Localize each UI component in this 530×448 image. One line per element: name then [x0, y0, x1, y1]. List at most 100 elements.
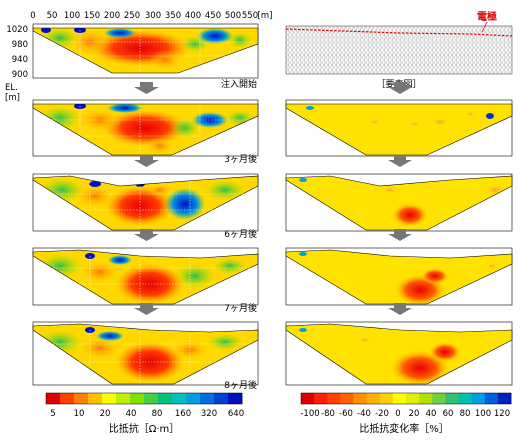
- resistivity-colorbar: 5 10 20 40 80 160 320 640 比抵抗［Ω·m］: [45, 392, 244, 435]
- colorbar-tick: 120: [494, 409, 510, 419]
- colorbar-swatch: [471, 393, 486, 404]
- down-arrow-icon: [388, 82, 412, 94]
- y-tick-label: 900: [12, 70, 28, 80]
- colorbar-swatch: [301, 393, 315, 404]
- colorbar-swatches: [301, 393, 512, 404]
- x-tick-label: 100: [64, 11, 80, 21]
- colorbar-title: 比抵抗［Ω·m］: [109, 422, 180, 435]
- colorbar-tick: 20: [409, 409, 420, 419]
- colorbar-swatch: [484, 393, 499, 404]
- y-tick-label: 1020: [6, 25, 28, 35]
- x-tick-label: 50: [47, 11, 58, 21]
- colorbar-tick: 640: [228, 409, 244, 419]
- colorbar-swatch: [458, 393, 473, 404]
- x-tick-label: 0: [30, 11, 35, 21]
- x-tick-label: 150: [84, 11, 100, 21]
- x-tick-label: 300: [145, 11, 161, 21]
- x-axis-unit: [m]: [258, 11, 273, 21]
- colorbar-swatch: [74, 393, 89, 404]
- colorbar-tick: 40: [126, 409, 137, 419]
- x-tick-label: 400: [185, 11, 201, 21]
- colorbar-swatch: [200, 393, 215, 404]
- colorbar-swatch: [327, 393, 341, 404]
- colorbar-swatch: [130, 393, 145, 404]
- colorbar-swatch: [144, 393, 159, 404]
- colorbar-tick: 10: [74, 409, 85, 419]
- colorbar-swatch: [353, 393, 368, 404]
- panel-caption: 7ヶ月後: [224, 302, 257, 314]
- colorbar-tick: -20: [375, 409, 389, 419]
- colorbar-swatch: [228, 393, 243, 404]
- electrode-line: [285, 28, 513, 37]
- colorbar-tick: 320: [201, 409, 217, 419]
- x-tick-label: 200: [104, 11, 120, 21]
- change-rate-section-2: [285, 173, 513, 232]
- colorbar-tick: -80: [321, 409, 335, 419]
- x-axis-ticks: 0 50 100 150 200 250 300 350 400 450 500…: [30, 11, 272, 21]
- x-tick-label: 550: [242, 11, 258, 21]
- colorbar-swatch: [116, 393, 131, 404]
- panel-caption: 8ヶ月後: [224, 379, 257, 391]
- colorbar-swatch: [102, 393, 117, 404]
- down-arrow-icon: [388, 303, 412, 315]
- panel-caption: 6ヶ月後: [224, 228, 257, 240]
- x-tick-label: 450: [205, 11, 221, 21]
- resistivity-section-2: [32, 173, 259, 232]
- colorbar-swatch: [497, 393, 512, 404]
- colorbar-tick: 5: [50, 409, 55, 419]
- x-tick-label: 250: [124, 11, 140, 21]
- el-label: EL.: [5, 83, 18, 93]
- colorbar-swatch: [214, 393, 229, 404]
- colorbar-swatch: [406, 393, 420, 404]
- colorbar-tick: 20: [100, 409, 111, 419]
- element-mesh: 電極: [285, 10, 513, 75]
- colorbar-swatch: [366, 393, 381, 404]
- colorbar-swatch: [419, 393, 433, 404]
- change-rate-section-4: [285, 321, 513, 386]
- resistivity-section-3: [32, 247, 259, 306]
- colorbar-swatch: [392, 393, 407, 404]
- colorbar-swatch: [46, 393, 61, 404]
- colorbar-swatch: [445, 393, 459, 404]
- colorbar-tick: 40: [426, 409, 437, 419]
- colorbar-tick: -100: [300, 409, 319, 419]
- colorbar-swatches: [46, 393, 243, 404]
- colorbar-swatch: [186, 393, 201, 404]
- down-arrow-icon: [134, 303, 159, 315]
- colorbar-tick: 0: [395, 409, 400, 419]
- colorbar-tick: 80: [460, 409, 471, 419]
- colorbar-swatch: [88, 393, 103, 404]
- resistivity-section-0: [32, 23, 259, 79]
- colorbar-swatch: [314, 393, 328, 404]
- down-arrow-icon: [134, 82, 159, 94]
- colorbar-swatch: [60, 393, 75, 404]
- colorbar-tick: 160: [175, 409, 191, 419]
- down-arrow-icon: [388, 229, 412, 241]
- electrode-label: 電極: [477, 10, 497, 23]
- resistivity-section-1: [32, 99, 259, 157]
- panel-caption: 3ヶ月後: [224, 153, 257, 165]
- colorbar-tick: -40: [357, 409, 371, 419]
- change-rate-section-1: [285, 99, 513, 157]
- y-tick-label: 980: [12, 40, 28, 50]
- colorbar-swatch: [432, 393, 446, 404]
- resistivity-section-4: [32, 321, 259, 386]
- down-arrow-icon: [388, 155, 412, 167]
- y-axis-ticks: 1020 980 940 900 EL. [m]: [5, 25, 28, 103]
- colorbar-swatch: [379, 393, 394, 404]
- colorbar-tick: 60: [443, 409, 454, 419]
- colorbar-swatch: [158, 393, 173, 404]
- change-rate-colorbar: -100 -80 -60 -40 -20 0 20 40 60 80 100 1…: [300, 392, 512, 435]
- colorbar-swatch: [172, 393, 187, 404]
- el-unit: [m]: [5, 93, 20, 103]
- x-tick-label: 500: [225, 11, 241, 21]
- colorbar-tick: -60: [339, 409, 353, 419]
- down-arrow-icon: [134, 155, 159, 167]
- panel-caption: 注入開始: [221, 78, 257, 90]
- colorbar-swatch: [340, 393, 354, 404]
- y-tick-label: 940: [12, 55, 28, 65]
- colorbar-title: 比抵抗変化率［%］: [359, 422, 449, 435]
- down-arrow-icon: [134, 229, 159, 241]
- change-rate-section-3: [285, 247, 513, 306]
